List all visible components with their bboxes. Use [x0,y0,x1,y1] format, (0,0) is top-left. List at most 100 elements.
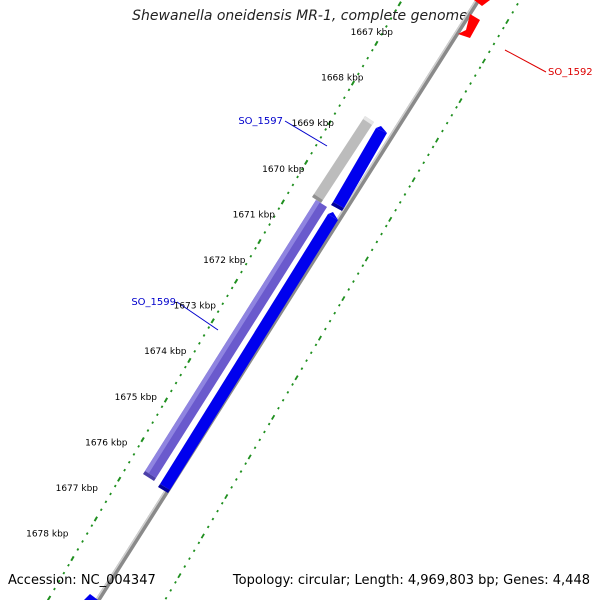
outer-arc-dot [220,501,224,505]
scale-tick [90,524,94,528]
scale-tick [304,159,309,166]
scale-tick [140,436,145,443]
scale-tick [46,595,52,600]
outer-arc-dot [333,311,337,315]
outer-arc-dot [380,232,383,236]
scale-tick [350,80,356,86]
map-title: Shewanella oneidensis MR-1, complete gen… [132,8,468,24]
scale-tick [310,151,313,155]
outer-arc-dot [338,303,341,307]
outer-arc-dot [347,288,351,291]
outer-arc-dot [253,446,257,450]
scale-tick-label: 1668 kbp [321,74,364,84]
scale-tick [163,397,169,403]
outer-arc-dot [469,82,472,85]
accession-text: Accession: NC_004347 [8,573,156,588]
leader-so1599 [176,301,219,331]
outer-arc-dot [174,580,177,584]
scale-tick [104,500,108,504]
outer-arc-dot [244,462,247,466]
scale-tick [132,452,136,456]
scale-tick [347,88,351,92]
outer-arc-dot [481,58,486,64]
scale-tick [291,183,295,187]
scale-tick [343,96,346,100]
outer-arc-dot [235,478,238,481]
leader-so1597 [284,120,328,147]
genome-summary-text: Topology: circular; Length: 4,969,803 bp… [232,573,590,588]
scale-tick [151,421,154,425]
gene-red-so1592[interactable] [458,0,490,38]
outer-arc-dot [417,169,421,173]
gene-forward-upper[interactable] [331,126,387,211]
outer-arc-dot [441,129,444,133]
outer-arc-dot [450,113,454,117]
scale-tick-label: 1671 kbp [233,210,276,220]
scale-tick [113,484,117,488]
outer-arc-dot [200,533,205,539]
outer-arc-dot [361,264,365,268]
scale-tick [99,508,103,512]
outer-arc-dot [277,406,280,410]
gene-label-so1597[interactable]: SO_1597 [238,116,283,127]
scale-tick [216,310,220,314]
outer-arc-dot [177,573,182,579]
outer-arc-dot [455,105,458,109]
outer-arc-dot [445,121,449,125]
scale-tick [179,373,183,377]
scale-tick [296,175,299,179]
outer-arc-dot [183,565,187,568]
outer-arc-dot [263,430,266,434]
scale-tick [67,563,70,567]
scale-tick [389,17,393,20]
scale-tick [319,135,323,139]
outer-arc-dot [403,193,407,196]
gene-forward-bottom-fragment[interactable] [84,594,98,600]
outer-arc-dot [431,145,435,149]
scale-tick [324,128,327,131]
scale-tick [198,341,201,345]
outer-arc-dot [464,90,468,93]
gene-reverse-so1599[interactable] [143,200,327,481]
scale-tick-label: 1670 kbp [262,165,305,175]
scale-tick [193,349,197,353]
outer-arc-dot [294,375,299,381]
outer-arc-dot [286,390,290,394]
scale-tick [371,48,374,52]
outer-arc-dot [164,596,168,600]
scale-tick [81,540,84,543]
scale-tick [333,112,337,115]
scale-tick [263,231,267,234]
outer-arc-dot [291,383,294,386]
outer-arc-dot [247,454,252,460]
scale-tick [397,1,402,7]
outer-arc-dot [473,74,477,78]
outer-arc-dot [487,50,491,54]
scale-tick [76,548,80,551]
scale-tick [380,32,384,36]
scale-tick [361,64,365,68]
outer-arc-dot [309,351,313,355]
scale-tick [300,167,304,171]
scale-tick [257,238,262,245]
outer-arc-dot [197,541,201,545]
outer-arc-dot [239,470,243,473]
scale-tick [244,262,248,266]
outer-dotted-arc [164,2,519,600]
scale-tick [187,357,192,364]
scale-tick [123,468,126,472]
gene-forward-lower[interactable] [158,212,338,493]
scale-tick-label: 1676 kbp [85,438,128,448]
scale-tick [366,56,370,60]
outer-arc-dot [384,224,388,228]
outer-arc-dot [422,161,426,165]
gene-grey-so1597[interactable] [312,116,374,203]
outer-arc-dot [435,137,440,143]
outer-arc-dot [314,343,318,347]
scale-tick [374,40,379,47]
outer-arc-dot [458,98,463,104]
gene-label-so1592[interactable]: SO_1592 [548,67,593,78]
gene-label-so1599[interactable]: SO_1599 [131,297,176,308]
scale-tick [207,326,211,329]
